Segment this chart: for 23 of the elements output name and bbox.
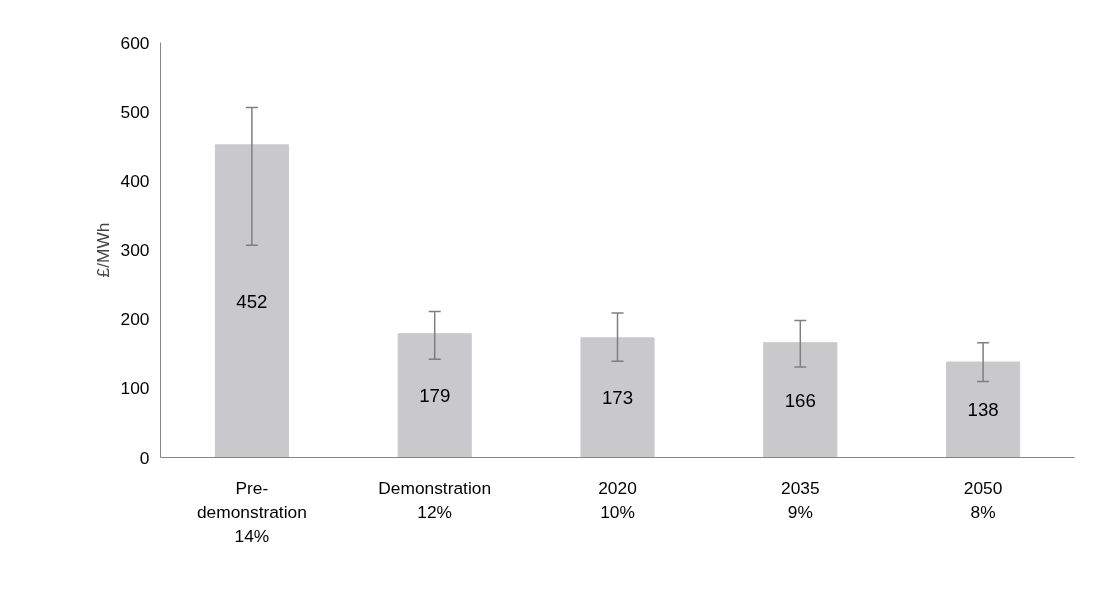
data-label: 452 bbox=[236, 290, 268, 312]
x-tick-label: 2020 10% bbox=[598, 477, 637, 522]
bar bbox=[763, 342, 838, 458]
data-label: 138 bbox=[967, 399, 999, 421]
x-tick-label: 2050 8% bbox=[963, 477, 1003, 522]
y-tick-label: 0 bbox=[139, 447, 150, 468]
y-tick-label: 500 bbox=[120, 101, 150, 122]
x-tick-label: Pre- demonstration 14% bbox=[197, 477, 307, 546]
y-tick-label: 600 bbox=[120, 32, 150, 53]
bar bbox=[580, 337, 655, 458]
bar bbox=[214, 144, 289, 458]
y-tick-label: 200 bbox=[120, 309, 150, 330]
y-tick-label: 300 bbox=[120, 240, 150, 260]
data-label: 179 bbox=[419, 385, 451, 407]
bar bbox=[397, 333, 472, 458]
x-tick-label: Demonstration 12% bbox=[378, 477, 492, 522]
data-label: 166 bbox=[784, 389, 816, 411]
bar bbox=[946, 361, 1021, 458]
y-axis-title: £/MWh bbox=[92, 222, 113, 278]
y-tick-label: 400 bbox=[120, 170, 150, 191]
data-label: 173 bbox=[601, 387, 634, 409]
x-tick-label: 2035 9% bbox=[781, 477, 820, 522]
y-tick-label: 100 bbox=[120, 378, 150, 399]
